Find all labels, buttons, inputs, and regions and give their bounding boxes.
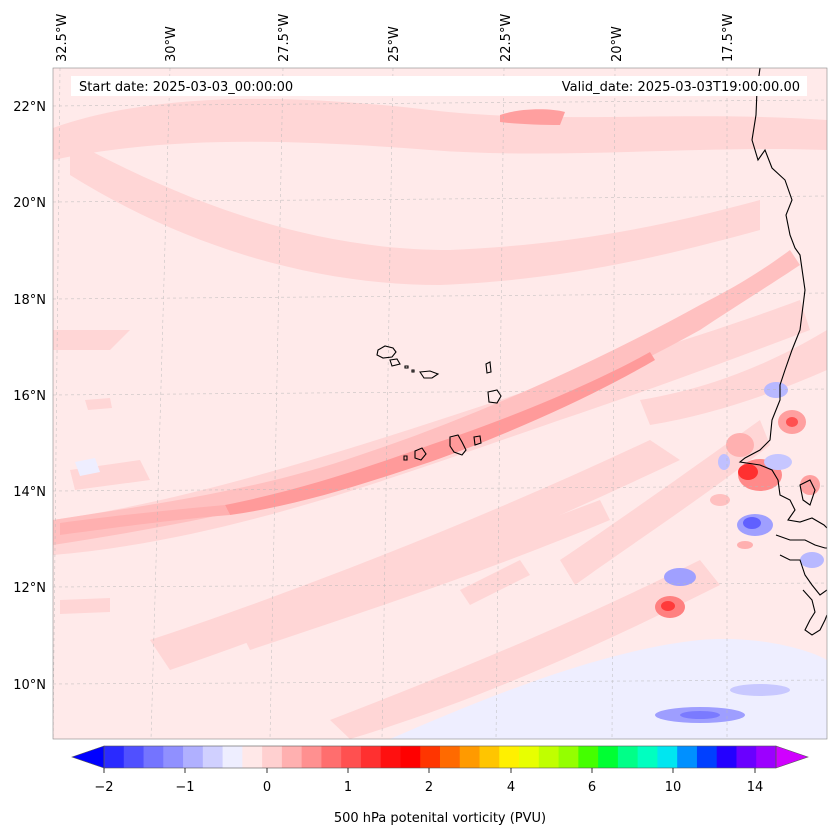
colorbar-cell [222,746,243,768]
colorbar-cell [736,746,757,768]
lon-label: 22.5°W [499,14,514,62]
lat-label: 20°N [13,196,46,211]
colorbar-tick-label: −1 [175,780,194,795]
colorbar-cell [321,746,342,768]
colorbar-cells [104,746,777,768]
colorbar-cell [301,746,322,768]
lat-label: 12°N [13,581,46,596]
colorbar-cell [123,746,145,768]
colorbar-cell [440,746,461,768]
pv-patch-north [500,109,565,125]
colorbar-cell [696,746,718,768]
colorbar-tick-label: 1 [344,780,352,795]
colorbar-cell [360,746,382,768]
colorbar-tick-label: 14 [747,780,764,795]
colorbar-tick-label: 2 [425,780,433,795]
colorbar-cell [281,746,303,768]
lat-label: 16°N [13,389,46,404]
lon-label: 32.5°W [55,14,70,62]
coastlines [376,68,827,636]
coastal-vortices [655,382,824,723]
lon-label: 17.5°W [721,14,736,62]
pv-streamer [53,250,800,545]
colorbar-cell [400,746,421,768]
colorbar-cell [420,746,441,768]
colorbar-cell [657,746,678,768]
lat-label: 14°N [13,485,46,500]
colorbar-tick-label: 6 [588,780,596,795]
colorbar-cell [459,746,481,768]
colorbar-cell [163,746,184,768]
colorbar-tick-label: 10 [665,780,682,795]
colorbar-cell [104,746,125,768]
lon-label: 25°W [387,26,402,62]
colorbar-cell [499,746,520,768]
colorbar-tick-label: −2 [94,780,113,795]
longitude-labels: 32.5°W 30°W 27.5°W 25°W 22.5°W 20°W 17.5… [55,14,736,62]
colorbar-cell [519,746,540,768]
map-panel: Start date: 2025-03-03_00:00:00 Valid_da… [53,68,827,739]
colorbar-cell [143,746,164,768]
colorbar-cell [598,746,619,768]
colorbar-cell [756,746,777,768]
colorbar-cell [262,746,283,768]
colorbar-max-extend [775,745,809,769]
colorbar-cell [479,746,500,768]
start-date-label: Start date: 2025-03-03_00:00:00 [79,80,293,95]
lat-label: 10°N [13,678,46,693]
colorbar-cell [242,746,263,768]
lon-label: 30°W [164,26,179,62]
colorbar-cell [716,746,737,768]
colorbar-cell [677,746,698,768]
lat-label: 18°N [13,293,46,308]
colorbar-cell [183,746,204,768]
colorbar-cell [558,746,579,768]
valid-date-label: Valid_date: 2025-03-03T19:00:00.00 [562,80,800,95]
colorbar-label: 500 hPa potenital vorticity (PVU) [334,811,546,826]
colorbar-cell [202,746,224,768]
lat-label: 22°N [13,100,46,115]
colorbar-min-extend [71,745,105,769]
colorbar-cell [637,746,658,768]
colorbar: −2 −1 0 1 2 4 6 10 14 500 hPa potenital vorticit… [71,745,809,826]
map-frame [52,67,828,740]
latitude-labels: 22°N 20°N 18°N 16°N 14°N 12°N 10°N [13,100,46,693]
colorbar-frame [103,745,777,769]
colorbar-cell [341,746,362,768]
colorbar-ticks: −2 −1 0 1 2 4 6 10 14 [94,768,763,795]
graticule [53,68,827,739]
colorbar-cell [538,746,560,768]
colorbar-cell [380,746,401,768]
colorbar-cell [617,746,639,768]
colorbar-tick-label: 0 [263,780,271,795]
pv-field-shading [53,98,827,739]
lon-label: 27.5°W [277,14,292,62]
colorbar-cell [578,746,599,768]
header-labels: Start date: 2025-03-03_00:00:00 Valid_da… [71,76,807,96]
colorbar-tick-label: 4 [507,780,515,795]
lon-label: 20°W [610,26,625,62]
